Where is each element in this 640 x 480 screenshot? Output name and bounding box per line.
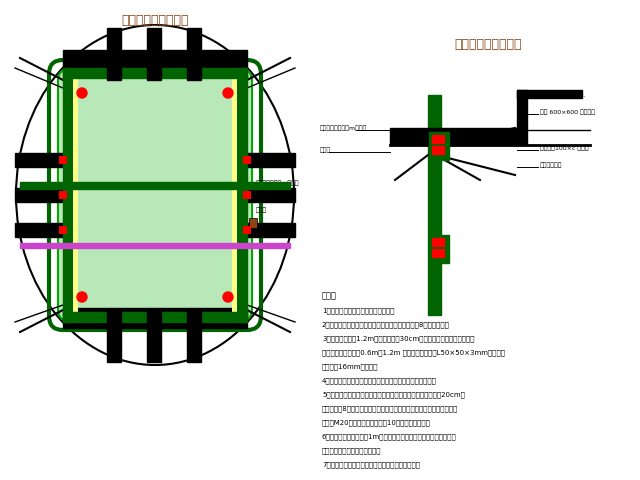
- Text: 护栏套管（连接m螺栓）: 护栏套管（连接m螺栓）: [256, 180, 300, 186]
- Text: 外侧 600×600 护栏立柱: 外侧 600×600 护栏立柱: [540, 109, 595, 115]
- Bar: [107, 310, 121, 362]
- Bar: [243, 188, 295, 202]
- Text: 作业平台断面示意图: 作业平台断面示意图: [454, 38, 522, 51]
- Bar: [243, 223, 295, 237]
- Bar: [429, 235, 449, 263]
- Circle shape: [223, 88, 233, 98]
- Text: 7．防护栏杆内侧及作业平台底向出挂敦载防护网。: 7．防护栏杆内侧及作业平台底向出挂敦载防护网。: [322, 461, 420, 468]
- Circle shape: [77, 88, 87, 98]
- Bar: [15, 153, 67, 167]
- Bar: [107, 28, 121, 80]
- Bar: [63, 50, 247, 60]
- Bar: [20, 182, 290, 189]
- Bar: [390, 140, 520, 145]
- Bar: [63, 60, 247, 68]
- Bar: [187, 310, 201, 362]
- Bar: [59, 226, 67, 234]
- Bar: [432, 249, 444, 257]
- Text: 6．支架发现间距不大于1m，双向脚手板采用满铺，板的两端与支架: 6．支架发现间距不大于1m，双向脚手板采用满铺，板的两端与支架: [322, 433, 457, 440]
- Bar: [243, 153, 295, 167]
- Text: 说明：: 说明：: [322, 291, 337, 300]
- Bar: [429, 132, 449, 160]
- Text: 钢管脚手架连墙杆件……: 钢管脚手架连墙杆件……: [540, 92, 586, 98]
- Bar: [147, 310, 161, 362]
- Text: 4．单个中组支架的各个杆件及护老立柱均采用焊接渣力丸。: 4．单个中组支架的各个杆件及护老立柱均采用焊接渣力丸。: [322, 377, 437, 384]
- Bar: [20, 243, 290, 248]
- Bar: [73, 68, 78, 322]
- FancyBboxPatch shape: [58, 68, 252, 322]
- Bar: [249, 218, 257, 228]
- Bar: [187, 28, 201, 80]
- Text: 挡脚板（100×c 模板）: 挡脚板（100×c 模板）: [540, 145, 589, 151]
- Text: 2．墩身施工作业平台采用三角形中组支架，型材为8号槽钢制作，: 2．墩身施工作业平台采用三角形中组支架，型材为8号槽钢制作，: [322, 321, 450, 328]
- Bar: [59, 156, 67, 164]
- Text: 5．中组支架与墩身模板的连接方式：支架水平杆插成端部设有20cm长: 5．中组支架与墩身模板的连接方式：支架水平杆插成端部设有20cm长: [322, 391, 465, 397]
- Text: 挡脚板: 挡脚板: [320, 147, 332, 153]
- Bar: [15, 223, 67, 237]
- Text: 钢管脚手板（直径m螺栓）: 钢管脚手板（直径m螺栓）: [320, 125, 367, 131]
- Bar: [63, 68, 247, 78]
- Bar: [15, 188, 67, 202]
- Bar: [390, 128, 520, 140]
- Text: 老用直径16mm的圆钢，: 老用直径16mm的圆钢，: [322, 363, 378, 370]
- Bar: [232, 68, 237, 322]
- Text: 连接牢固，严禁有探头板灵象，: 连接牢固，严禁有探头板灵象，: [322, 447, 381, 454]
- Text: 直角弯头（8号槽钢），直接插入模板顶反水平背帽内侧，斜杆在模板模: 直角弯头（8号槽钢），直接插入模板顶反水平背帽内侧，斜杆在模板模: [322, 405, 458, 412]
- Bar: [63, 68, 73, 322]
- Text: 端通过M20高压螺栓与模板端向10号槽钢钎动连接。: 端通过M20高压螺栓与模板端向10号槽钢钎动连接。: [322, 419, 431, 426]
- Text: 1．图中标注的数据均以毫米单位计。: 1．图中标注的数据均以毫米单位计。: [322, 307, 394, 313]
- Bar: [517, 90, 582, 98]
- Bar: [243, 226, 251, 234]
- Bar: [517, 90, 527, 145]
- Bar: [428, 95, 441, 315]
- Bar: [59, 191, 67, 199]
- Bar: [243, 191, 251, 199]
- Bar: [243, 156, 251, 164]
- Text: 挡脚板: 挡脚板: [256, 207, 268, 213]
- Text: 3．支架外侧设置1.2m高防护栏杆和30cm高踢脚板，双向防护栏杆设网: 3．支架外侧设置1.2m高防护栏杆和30cm高踢脚板，双向防护栏杆设网: [322, 335, 474, 342]
- Bar: [432, 135, 444, 143]
- Bar: [432, 238, 444, 246]
- Bar: [237, 68, 247, 322]
- Bar: [432, 146, 444, 154]
- Text: 兜围老。高度分别为0.6m和1.2m 栏杆足材为：立柱L50×50×3mm角钢，围: 兜围老。高度分别为0.6m和1.2m 栏杆足材为：立柱L50×50×3mm角钢，…: [322, 349, 505, 356]
- Bar: [147, 28, 161, 80]
- Bar: [63, 318, 247, 328]
- Circle shape: [223, 292, 233, 302]
- Circle shape: [77, 292, 87, 302]
- Text: 作业平台平面示意图: 作业平台平面示意图: [121, 14, 189, 27]
- Text: 挂网防护护网: 挂网防护护网: [540, 162, 563, 168]
- Bar: [63, 312, 247, 322]
- Bar: [63, 308, 247, 316]
